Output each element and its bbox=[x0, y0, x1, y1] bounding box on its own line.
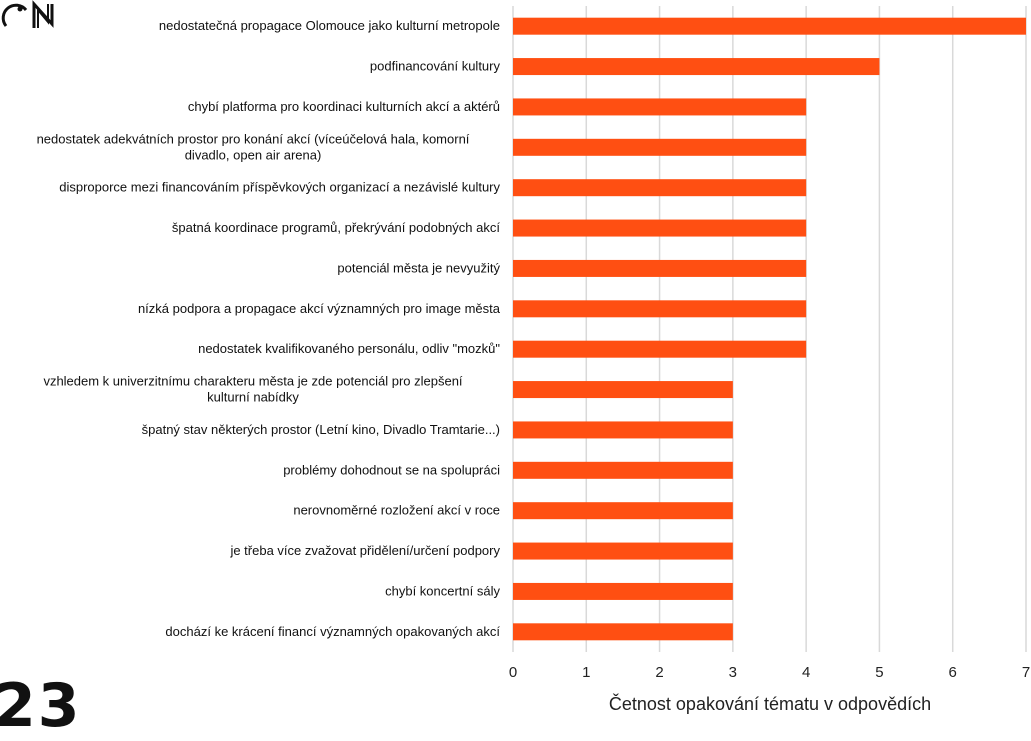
bar bbox=[513, 259, 807, 277]
x-tick-label: 5 bbox=[875, 664, 883, 681]
bar bbox=[513, 17, 1026, 35]
bar bbox=[513, 179, 807, 197]
bars bbox=[513, 17, 1026, 641]
x-axis-title: Četnost opakování tématu v odpovědích bbox=[609, 693, 931, 714]
category-label: chybí koncertní sály bbox=[385, 583, 500, 598]
bar-chart: nedostatečná propagace Olomouce jako kul… bbox=[37, 6, 1030, 714]
category-label: je třeba více zvažovat přidělení/určení … bbox=[229, 543, 500, 558]
bar bbox=[513, 461, 733, 479]
bar bbox=[513, 582, 733, 600]
bar bbox=[513, 219, 807, 237]
x-tick-label: 7 bbox=[1022, 664, 1030, 681]
x-tick-label: 3 bbox=[729, 664, 737, 681]
bar bbox=[513, 381, 733, 399]
category-label: podfinancování kultury bbox=[370, 59, 501, 74]
category-label: nerovnoměrné rozložení akcí v roce bbox=[293, 503, 500, 518]
category-label: nízká podpora a propagace akcí významnýc… bbox=[138, 301, 501, 316]
bar bbox=[513, 502, 733, 520]
bar bbox=[513, 58, 880, 76]
logo-right bbox=[1, 0, 54, 28]
bar bbox=[513, 98, 807, 116]
x-tick-label: 2 bbox=[655, 664, 663, 681]
x-tick-label: 4 bbox=[802, 664, 810, 681]
logo-left: 23 bbox=[0, 671, 82, 741]
bar bbox=[513, 138, 807, 156]
category-label: potenciál města je nevyužitý bbox=[337, 260, 500, 275]
category-labels: nedostatečná propagace Olomouce jako kul… bbox=[37, 18, 501, 639]
category-label: dochází ke krácení financí významných op… bbox=[165, 624, 500, 639]
category-label: vzhledem k univerzitnímu charakteru měst… bbox=[43, 374, 462, 405]
category-label: nedostatečná propagace Olomouce jako kul… bbox=[159, 18, 500, 33]
x-tick-label: 1 bbox=[582, 664, 590, 681]
x-tick-label: 6 bbox=[949, 664, 957, 681]
bar bbox=[513, 421, 733, 439]
x-tick-label: 0 bbox=[509, 664, 517, 681]
category-label: špatný stav některých prostor (Letní kin… bbox=[142, 422, 500, 437]
bar bbox=[513, 340, 807, 358]
category-label: nedostatek adekvátních prostor pro konán… bbox=[37, 131, 470, 162]
bar bbox=[513, 542, 733, 560]
category-label: nedostatek kvalifikovaného personálu, od… bbox=[198, 341, 500, 356]
category-label: chybí platforma pro koordinaci kulturníc… bbox=[188, 99, 500, 114]
category-label: disproporce mezi financováním příspěvkov… bbox=[59, 180, 500, 195]
x-tick-labels: 0 1 2 3 4 5 6 7 bbox=[509, 664, 1030, 681]
category-label: problémy dohodnout se na spolupráci bbox=[283, 462, 500, 477]
bar bbox=[513, 623, 733, 641]
category-label: špatná koordinace programů, překrývání p… bbox=[172, 220, 500, 235]
bar bbox=[513, 300, 807, 318]
